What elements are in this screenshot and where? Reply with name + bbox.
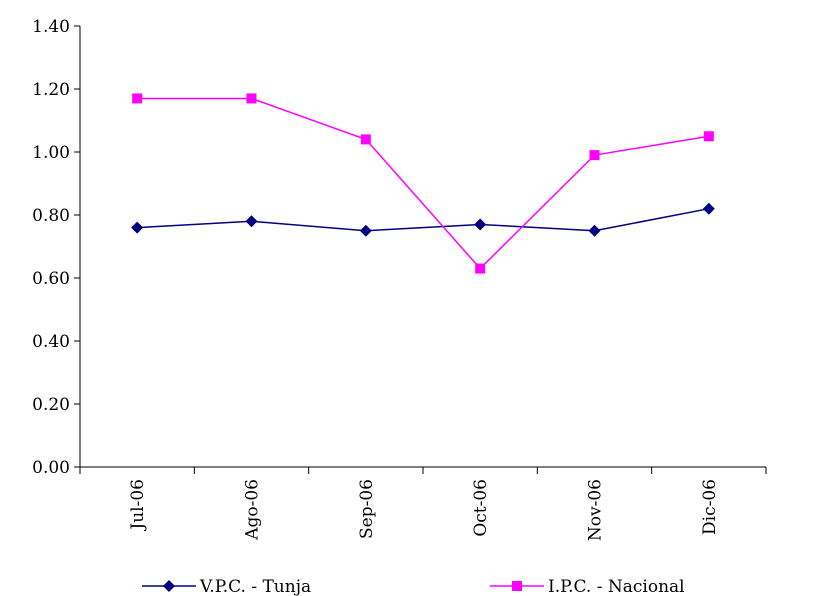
series-vpc-tunja: [131, 202, 715, 237]
legend: V.P.C. - Tunja I.P.C. - Nacional: [142, 577, 685, 596]
data-point: [245, 215, 258, 228]
legend-item: V.P.C. - Tunja: [142, 577, 311, 596]
series-layer: [131, 93, 715, 274]
legend-item: I.P.C. - Nacional: [490, 577, 685, 596]
x-tick-label: Ago-06: [243, 479, 263, 541]
data-point: [703, 131, 714, 142]
legend-marker: [163, 580, 175, 592]
data-point: [359, 224, 372, 237]
y-tick-label: 1.20: [32, 80, 70, 100]
data-point: [588, 224, 601, 237]
y-tick-label: 0.00: [32, 458, 70, 478]
x-tick-label: Dic-06: [700, 479, 720, 535]
legend-label: V.P.C. - Tunja: [199, 577, 311, 596]
x-tick-label: Jul-06: [128, 479, 148, 532]
y-tick-label: 0.60: [32, 269, 70, 289]
series-line: [137, 97, 709, 270]
series-ipc-nacional: [132, 93, 714, 274]
y-tick-label: 0.80: [32, 206, 70, 226]
legend-label: I.P.C. - Nacional: [548, 577, 685, 596]
x-axis-ticks: Jul-06 Ago-06 Sep-06 Oct-06 Nov-06 Dic-06: [79, 467, 767, 541]
data-point: [131, 221, 144, 234]
data-point: [132, 93, 143, 104]
x-tick-label: Sep-06: [357, 479, 377, 539]
data-point: [589, 150, 600, 161]
chart-axes: [79, 26, 766, 468]
x-tick-label: Nov-06: [586, 479, 606, 541]
y-tick-label: 0.40: [32, 332, 70, 352]
legend-marker: [512, 581, 522, 591]
y-axis-ticks: 0.00 0.20 0.40 0.60 0.80 1.00 1.20 1.40: [32, 17, 80, 478]
data-point: [360, 134, 371, 145]
y-tick-label: 1.40: [32, 17, 70, 37]
data-point: [475, 263, 486, 274]
series-line: [137, 207, 709, 232]
y-tick-label: 1.00: [32, 143, 70, 163]
data-point: [474, 218, 487, 231]
data-point: [702, 202, 715, 215]
data-point: [246, 93, 257, 104]
x-tick-label: Oct-06: [471, 479, 491, 537]
y-tick-label: 0.20: [32, 395, 70, 415]
